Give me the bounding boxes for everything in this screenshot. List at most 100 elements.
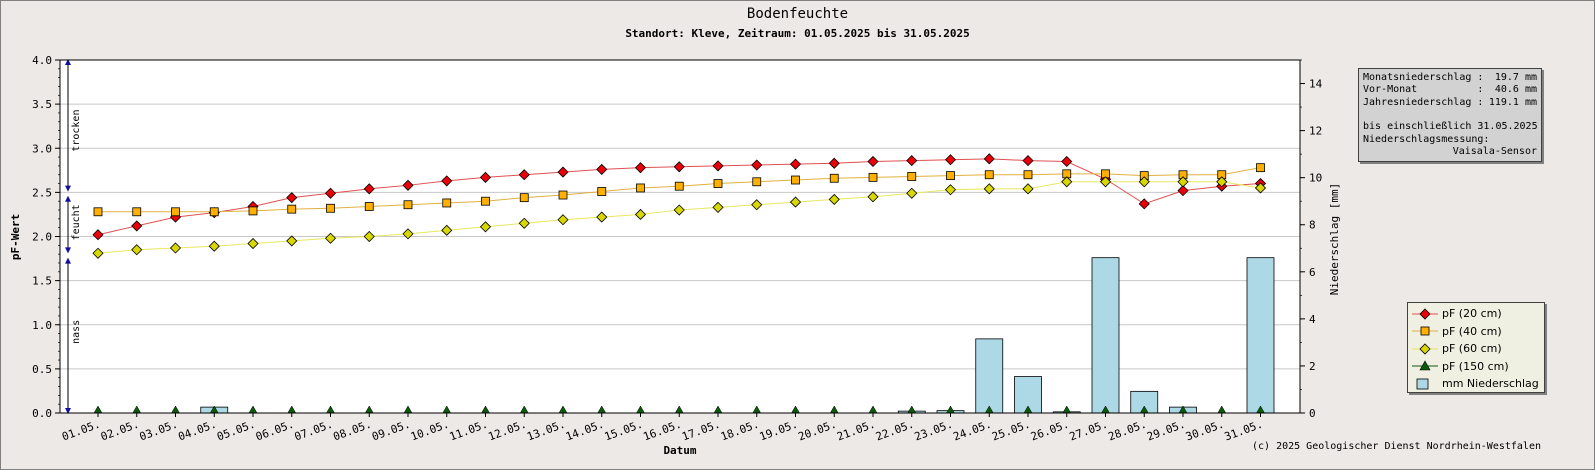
info-row-month: Monatsniederschlag : 19.7 mm (1363, 72, 1537, 84)
data-point (93, 207, 103, 217)
legend-item-precip: mm Niederschlag (1412, 375, 1540, 393)
x-tick-label: 18.05. (719, 418, 761, 444)
data-point (1256, 163, 1265, 173)
data-point (789, 158, 802, 170)
data-point (751, 159, 763, 171)
data-point (1061, 155, 1073, 168)
y-tick-label: 2.0 (32, 231, 52, 244)
data-point (673, 161, 685, 173)
x-tick-label: 27.05. (1068, 418, 1110, 444)
x-tick-label: 16.05. (641, 418, 683, 444)
data-point (752, 177, 762, 187)
info-value: 119.1 mm (1488, 96, 1537, 108)
data-point (944, 154, 957, 166)
data-point (479, 221, 492, 233)
x-tick-label: 06.05. (254, 418, 296, 444)
x-tick-label: 05.05. (215, 418, 257, 444)
data-point (1099, 176, 1112, 188)
data-point (829, 173, 839, 183)
data-point (636, 183, 645, 193)
info-label: Monatsniederschlag : (1363, 72, 1484, 83)
arrow-up-icon (65, 257, 71, 264)
precip-bar (1246, 257, 1275, 414)
y-tick-label: 2.5 (32, 186, 52, 199)
data-point (402, 179, 414, 191)
legend-item-pf60: pF (60 cm) (1412, 340, 1540, 358)
y2-tick-label: 0 (1309, 407, 1316, 420)
data-point (286, 192, 298, 204)
data-point (131, 244, 143, 256)
data-point (247, 237, 259, 250)
data-point (441, 175, 453, 187)
zone-label: nass (71, 320, 82, 344)
arrow-down-icon (65, 185, 71, 192)
legend-label: pF (40 cm) (1442, 324, 1502, 338)
x-tick-label: 21.05. (835, 418, 877, 444)
data-point (983, 153, 995, 165)
data-point (248, 206, 258, 216)
data-point (906, 155, 918, 167)
data-point (132, 207, 142, 217)
y-tick-label: 3.0 (32, 142, 52, 155)
y-axis-label: pF-Wert (9, 214, 22, 260)
data-point (403, 200, 413, 210)
data-point (402, 228, 414, 240)
data-point (828, 193, 840, 206)
arrow-down-icon (65, 247, 71, 254)
info-label: Vor-Monat : (1363, 84, 1484, 96)
data-point (906, 187, 918, 199)
data-point (597, 187, 607, 196)
data-point (92, 247, 104, 259)
info-row-prev-month: Vor-Monat : 40.6 mm (1363, 84, 1537, 96)
precipitation-info-box: Monatsniederschlag : 19.7 mm Vor-Monat : 4… (1358, 68, 1542, 162)
data-point (789, 196, 802, 208)
x-tick-label: 13.05. (525, 418, 567, 444)
x-tick-label: 15.05. (603, 418, 645, 444)
data-point (596, 211, 608, 223)
info-value: 40.6 mm (1494, 84, 1537, 96)
y2-axis-label: Niederschlag [mm] (1328, 183, 1341, 296)
arrow-up-icon (65, 195, 71, 202)
data-point (944, 184, 957, 196)
data-point (634, 162, 647, 174)
data-point (751, 199, 763, 211)
y2-tick-label: 10 (1309, 172, 1322, 185)
data-point (324, 187, 337, 199)
data-point (131, 220, 143, 232)
data-point (363, 183, 375, 195)
x-tick-label: 30.05. (1184, 418, 1226, 444)
y2-tick-label: 4 (1309, 313, 1316, 326)
x-tick-label: 07.05. (293, 418, 335, 444)
legend-item-pf150: pF (150 cm) (1412, 358, 1540, 376)
data-point (557, 166, 569, 178)
x-tick-label: 17.05. (680, 418, 722, 444)
x-tick-label: 19.05. (758, 418, 800, 444)
x-tick-label: 23.05. (913, 418, 955, 444)
data-point (286, 235, 298, 247)
data-point (557, 214, 569, 226)
info-row-year: Jahresniederschlag : 119.1 mm (1363, 97, 1537, 109)
data-point (208, 240, 220, 252)
x-tick-label: 31.05. (1223, 418, 1265, 444)
y-tick-label: 0.5 (32, 363, 52, 376)
red-diamond-icon (1412, 308, 1438, 320)
zone-indicators: trocken feucht nass (65, 59, 82, 414)
info-sensor: Vaisala-Sensor (1452, 146, 1537, 158)
data-point (1023, 170, 1033, 180)
y-tick-label: 4.0 (32, 54, 52, 67)
data-point (983, 183, 995, 195)
data-point (1022, 155, 1034, 167)
x-tick-label: 14.05. (564, 418, 606, 444)
x-tick-label: 03.05. (138, 418, 180, 444)
x-tick-label: 25.05. (990, 418, 1032, 444)
legend-item-pf20: pF (20 cm) (1412, 305, 1540, 323)
y-tick-label: 1.0 (32, 319, 52, 332)
data-point (441, 224, 453, 236)
data-point (209, 207, 219, 217)
data-point (518, 169, 530, 181)
arrow-down-icon (65, 408, 71, 414)
data-point (92, 229, 104, 241)
data-point (1022, 183, 1034, 195)
data-point (479, 171, 492, 183)
